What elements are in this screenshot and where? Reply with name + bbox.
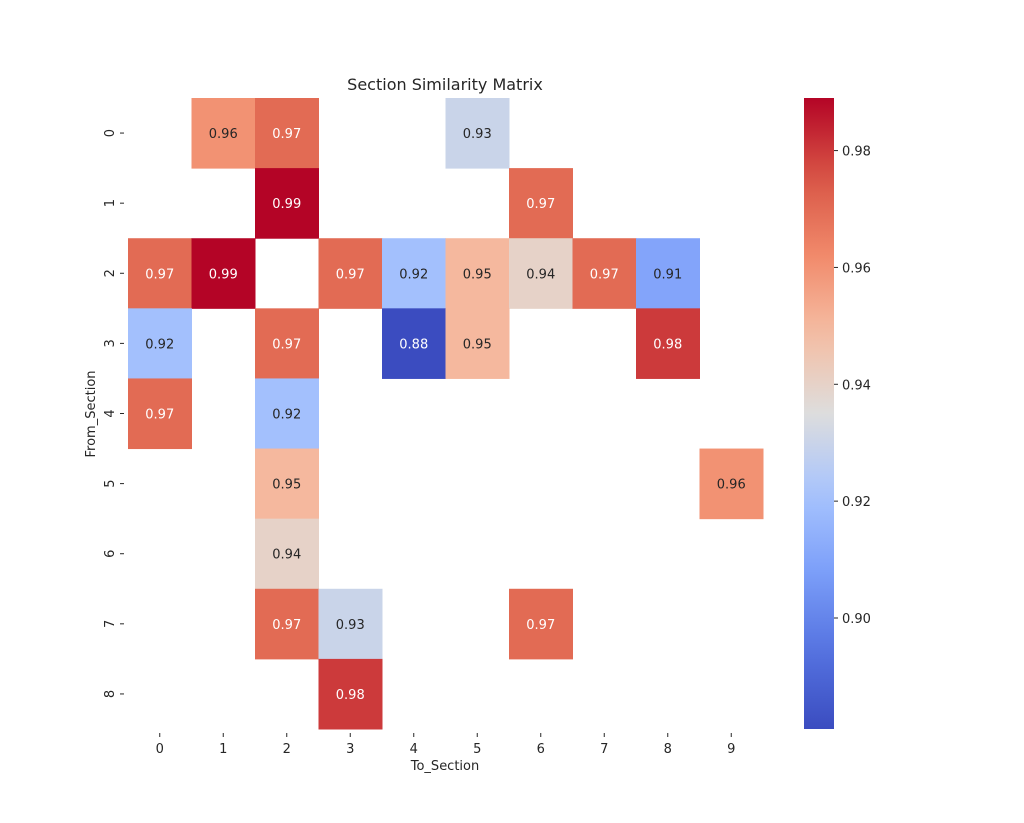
heatmap-cell	[255, 448, 319, 520]
heatmap-cell	[128, 378, 192, 450]
heatmap-cell	[509, 588, 573, 660]
heatmap-cell	[445, 238, 510, 309]
cell-value-label: 0.93	[336, 618, 365, 633]
cell-value-label: 0.94	[272, 548, 301, 563]
cell-value-label: 0.92	[272, 408, 301, 423]
colorbar-tick-label: 0.92	[842, 495, 871, 510]
heatmap-cell	[572, 238, 637, 309]
y-tick-label: 2	[103, 269, 118, 277]
heatmap-cell	[382, 308, 446, 379]
cell-value-label: 0.99	[272, 197, 301, 212]
heatmap-cell	[509, 168, 573, 239]
y-axis-ticks: 0 1 2 3 4 5 6 7 8	[103, 129, 124, 698]
y-tick-label: 3	[103, 339, 118, 347]
heatmap-cell	[255, 98, 319, 169]
heatmap-cell	[255, 518, 319, 590]
cell-value-label: 0.98	[653, 337, 682, 352]
y-tick-label: 1	[103, 199, 118, 207]
heatmap-cell	[191, 238, 256, 309]
heatmap-cell	[699, 448, 764, 520]
cell-value-label: 0.97	[590, 267, 619, 282]
cell-value-label: 0.97	[526, 197, 555, 212]
cell-value-label: 0.97	[526, 618, 555, 633]
cell-value-label: 0.97	[272, 337, 301, 352]
cell-value-label: 0.99	[209, 267, 238, 282]
cell-value-label: 0.95	[463, 337, 492, 352]
cell-value-label: 0.97	[145, 267, 174, 282]
x-tick-label: 2	[283, 742, 291, 757]
y-tick-label: 0	[103, 129, 118, 137]
cell-value-label: 0.88	[399, 337, 428, 352]
cell-value-label: 0.97	[336, 267, 365, 282]
heatmap-cell	[636, 308, 700, 379]
heatmap-cell	[509, 238, 573, 309]
heatmap-cell	[445, 308, 510, 379]
cell-value-label: 0.91	[653, 267, 682, 282]
x-tick-label: 6	[537, 742, 545, 757]
y-axis-label: From_Section	[84, 370, 99, 457]
colorbar-tick-label: 0.90	[842, 612, 871, 627]
x-tick-label: 0	[156, 742, 164, 757]
cell-value-label: 0.96	[209, 127, 238, 142]
cell-value-label: 0.97	[272, 127, 301, 142]
x-tick-label: 8	[664, 742, 672, 757]
heatmap-cell	[128, 308, 192, 379]
heatmap-cell	[255, 378, 319, 450]
heatmap-cell	[636, 238, 700, 309]
heatmap-cell	[128, 238, 192, 309]
x-axis-label: To_Section	[410, 759, 480, 774]
x-tick-label: 1	[219, 742, 227, 757]
colorbar-tick-label: 0.94	[842, 378, 871, 393]
y-tick-label: 7	[103, 620, 118, 628]
x-tick-label: 9	[727, 742, 735, 757]
colorbar: 0.90 0.92 0.94 0.96 0.98	[804, 98, 871, 729]
heatmap-cell	[191, 98, 256, 169]
cell-value-label: 0.95	[463, 267, 492, 282]
y-tick-label: 4	[103, 409, 118, 417]
heatmap-cell	[255, 308, 319, 379]
heatmap-cell	[382, 238, 446, 309]
colorbar-tick-label: 0.98	[842, 145, 871, 160]
chart-title: Section Similarity Matrix	[347, 75, 543, 94]
colorbar-tick-label: 0.96	[842, 261, 871, 276]
heatmap-cell	[318, 658, 383, 730]
y-tick-label: 6	[103, 550, 118, 558]
heatmap-cell	[318, 588, 383, 660]
cell-value-label: 0.98	[336, 688, 365, 703]
heatmap-cell	[255, 168, 319, 239]
colorbar-ticks: 0.90 0.92 0.94 0.96 0.98	[834, 145, 871, 627]
x-axis-ticks: 0 1 2 3 4 5 6 7 8 9	[156, 733, 735, 757]
x-tick-label: 3	[346, 742, 354, 757]
cell-value-label: 0.92	[399, 267, 428, 282]
x-tick-label: 7	[600, 742, 608, 757]
x-tick-label: 4	[410, 742, 418, 757]
heatmap-cell	[318, 238, 383, 309]
heatmap-cell	[255, 588, 319, 660]
colorbar-gradient	[804, 98, 834, 729]
y-tick-label: 8	[103, 690, 118, 698]
cell-value-label: 0.93	[463, 127, 492, 142]
cell-value-label: 0.94	[526, 267, 555, 282]
cell-value-label: 0.96	[717, 478, 746, 493]
x-tick-label: 5	[473, 742, 481, 757]
y-tick-label: 5	[103, 479, 118, 487]
heatmap-cells: 0.96 0.97 0.93 0.99 0.97 0.97 0.99 0.97 0.92 0.95…	[128, 98, 764, 730]
heatmap-cell	[445, 98, 510, 169]
cell-value-label: 0.95	[272, 478, 301, 493]
cell-value-label: 0.92	[145, 337, 174, 352]
cell-value-label: 0.97	[272, 618, 301, 633]
cell-value-label: 0.97	[145, 408, 174, 423]
